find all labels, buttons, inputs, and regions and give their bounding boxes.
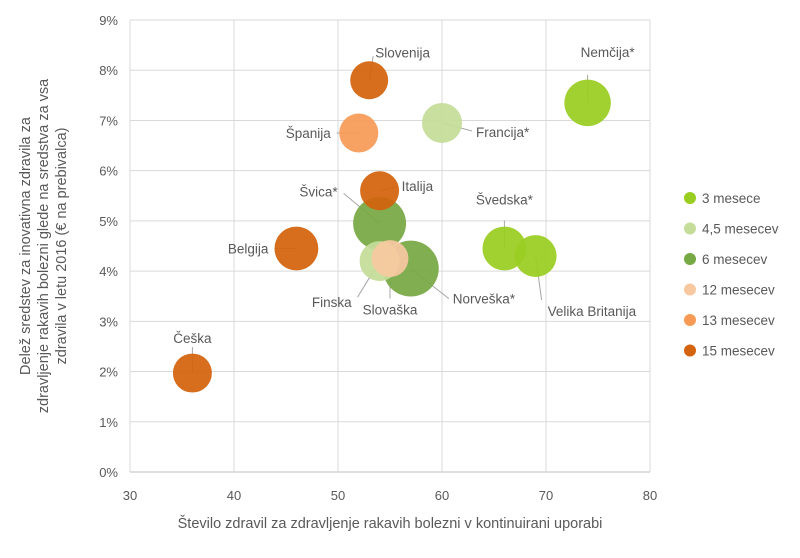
legend-label: 6 mesecev xyxy=(702,252,768,267)
x-tick-label: 30 xyxy=(123,488,137,503)
y-tick-label: 3% xyxy=(99,314,118,329)
y-tick-label: 1% xyxy=(99,415,118,430)
data-label: Švedska* xyxy=(476,193,534,208)
legend: 3 mesece 4,5 mesecev 6 mesecev 12 mesecev 13… xyxy=(684,191,779,359)
data-label: Francija* xyxy=(476,125,530,140)
bubble-italija xyxy=(360,171,400,211)
x-tick-label: 60 xyxy=(435,488,449,503)
bubble-francija xyxy=(422,102,462,143)
legend-marker xyxy=(684,192,696,204)
y-tick-label: 4% xyxy=(99,264,118,279)
x-tick-label: 80 xyxy=(643,488,657,503)
data-label: Norveška* xyxy=(453,292,516,307)
data-label: Belgija xyxy=(228,242,269,257)
bubble-nem-ija xyxy=(564,79,611,127)
x-tick-label: 70 xyxy=(539,488,553,503)
data-label: Španija xyxy=(286,126,332,141)
x-tick-label: 50 xyxy=(331,488,345,503)
y-tick-label: 8% xyxy=(99,63,118,78)
y-axis-title-line: zdravila v letu 2016 (€ na prebivalca) xyxy=(54,128,70,365)
bubble--panija xyxy=(339,113,379,153)
y-tick-label: 7% xyxy=(99,113,118,128)
data-label: Finska xyxy=(312,295,352,310)
legend-marker xyxy=(684,253,696,265)
bubble-layer xyxy=(172,61,611,393)
legend-label: 3 mesece xyxy=(702,191,761,206)
legend-marker xyxy=(684,283,696,296)
y-tick-label: 2% xyxy=(99,365,118,380)
tick-labels: 0% 1% 2% 3% 4% 5% 6% 7% 8% 9% 30 40 50 60 70 80 xyxy=(99,13,657,503)
data-label: Slovaška xyxy=(363,303,418,318)
y-tick-label: 0% xyxy=(99,465,118,480)
bubble-velika-britanija xyxy=(514,235,557,278)
y-tick-label: 6% xyxy=(99,164,118,179)
bubble--vica xyxy=(353,196,407,250)
y-axis-title: Delež sredstev za inovativna zdravila za… xyxy=(18,78,70,413)
legend-marker xyxy=(684,222,696,235)
data-labels: Nemčija* Švedska* Velika Britanija Francija… xyxy=(173,45,636,346)
x-tick-label: 40 xyxy=(227,488,241,503)
data-label: Italija xyxy=(402,179,434,194)
legend-marker xyxy=(684,314,696,326)
bubble-belgija xyxy=(274,226,319,271)
legend-label: 13 mesecev xyxy=(702,313,775,328)
bubble-slova-ka xyxy=(371,240,409,277)
legend-label: 12 mesecev xyxy=(702,283,775,298)
data-label: Švica* xyxy=(299,184,338,199)
legend-label: 15 mesecev xyxy=(702,344,775,359)
data-label: Slovenija xyxy=(375,45,430,60)
bubble-slovenija xyxy=(350,61,389,100)
y-axis-title-line: Delež sredstev za inovativna zdravila za xyxy=(18,116,34,375)
data-label: Nemčija* xyxy=(581,45,636,60)
data-label: Češka xyxy=(173,331,212,346)
y-tick-label: 9% xyxy=(99,13,118,28)
legend-marker xyxy=(684,344,696,357)
y-tick-label: 5% xyxy=(99,214,118,229)
data-label: Velika Britanija xyxy=(548,304,637,319)
bubble--e-ka xyxy=(172,353,212,393)
x-axis-title: Število zdravil za zdravljenje rakavih b… xyxy=(178,515,603,532)
y-axis-title-line: zdravljenje rakavih bolezni glede na sre… xyxy=(36,78,52,413)
legend-label: 4,5 mesecev xyxy=(702,222,779,237)
